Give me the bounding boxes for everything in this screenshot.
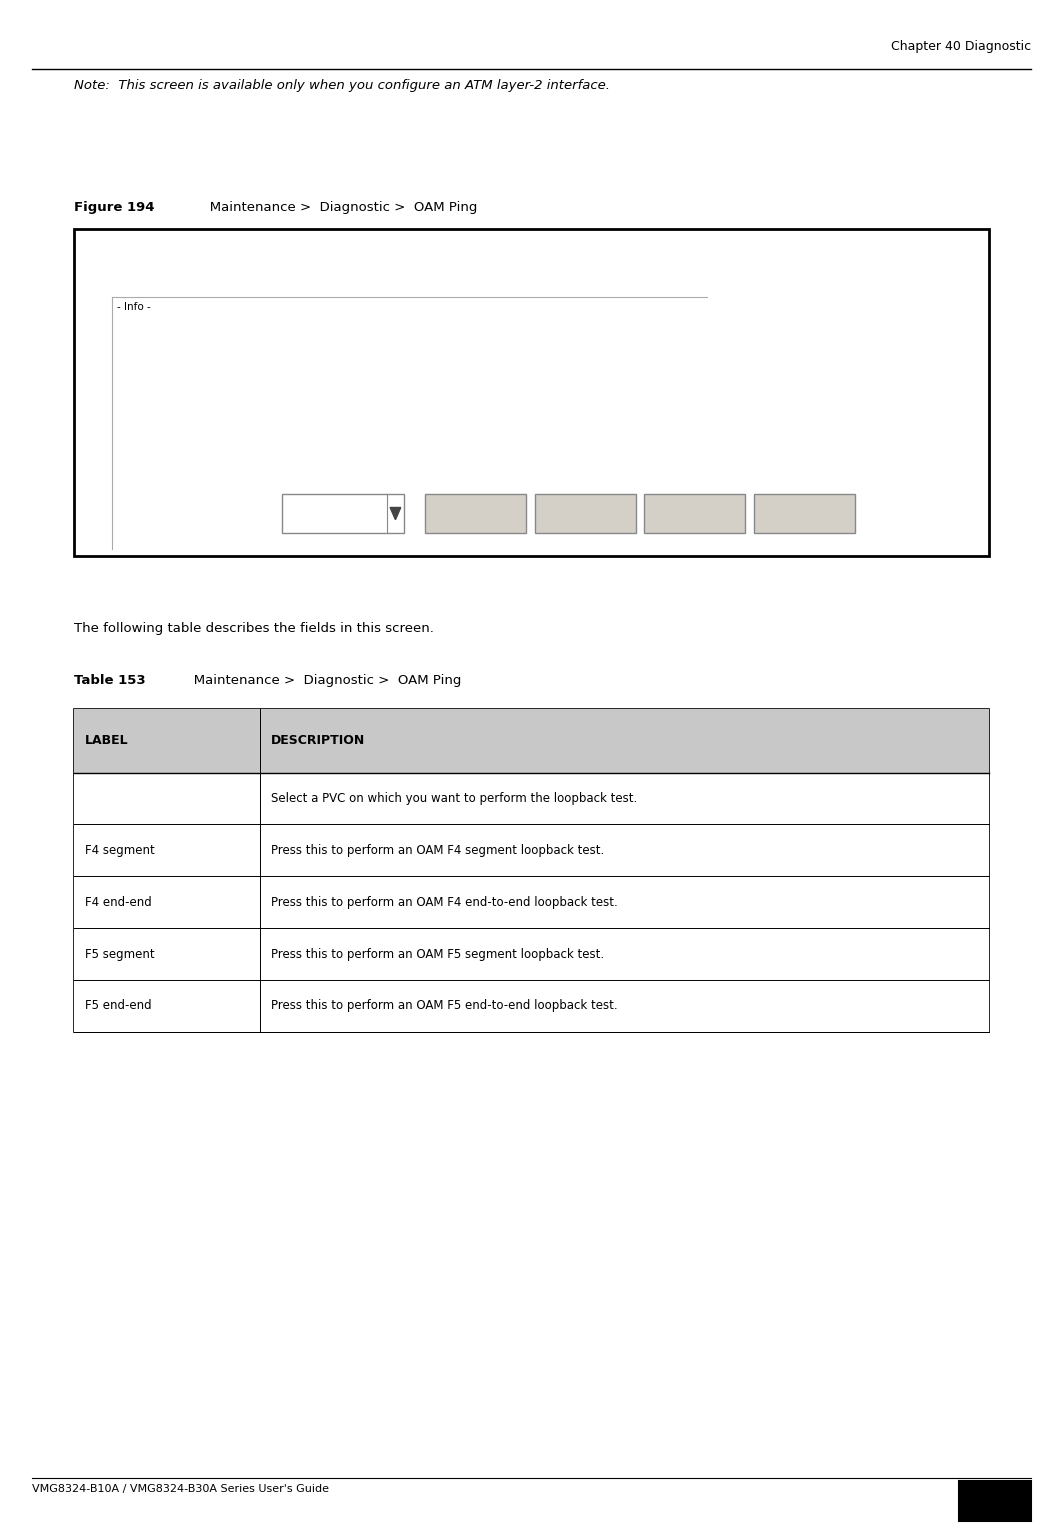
Bar: [754, 494, 855, 533]
Bar: [959, 1481, 1031, 1521]
Polygon shape: [390, 507, 401, 520]
Bar: [644, 494, 745, 533]
Text: VMG8324-B10A / VMG8324-B30A Series User's Guide: VMG8324-B10A / VMG8324-B30A Series User'…: [32, 1484, 328, 1495]
Text: Chapter 40 Diagnostic: Chapter 40 Diagnostic: [891, 40, 1031, 53]
Text: F4 segment: F4 segment: [445, 509, 506, 518]
Bar: [74, 709, 989, 773]
Text: Figure 194: Figure 194: [74, 201, 155, 215]
Bar: [74, 980, 989, 1032]
Text: VPI/VCI : 0/33: VPI/VCI : 0/33: [286, 509, 357, 518]
Text: The following table describes the fields in this screen.: The following table describes the fields…: [74, 622, 435, 636]
Bar: [74, 709, 989, 1032]
Text: DESCRIPTION: DESCRIPTION: [271, 735, 366, 747]
Bar: [74, 824, 989, 876]
Text: F5 segment: F5 segment: [664, 509, 725, 518]
Text: F4 end-end: F4 end-end: [556, 509, 614, 518]
Text: Press this to perform an OAM F4 segment loopback test.: Press this to perform an OAM F4 segment …: [271, 844, 604, 856]
Bar: [74, 876, 989, 928]
Bar: [282, 494, 404, 533]
Text: F4 end-end: F4 end-end: [85, 896, 152, 908]
Text: LABEL: LABEL: [85, 735, 129, 747]
Bar: [425, 494, 526, 533]
Text: 321: 321: [976, 1492, 1014, 1510]
Text: Maintenance >  Diagnostic >  OAM Ping: Maintenance > Diagnostic > OAM Ping: [197, 201, 477, 215]
Text: Select a PVC on which you want to perform the loopback test.: Select a PVC on which you want to perfor…: [271, 792, 638, 805]
Text: - Info -: - Info -: [117, 302, 151, 312]
Text: F5 end-end: F5 end-end: [775, 509, 833, 518]
Bar: [74, 928, 989, 980]
Text: Maintenance >  Diagnostic >  OAM Ping: Maintenance > Diagnostic > OAM Ping: [181, 674, 461, 687]
Text: F5 end-end: F5 end-end: [85, 1000, 152, 1012]
Text: Press this to perform an OAM F4 end-to-end loopback test.: Press this to perform an OAM F4 end-to-e…: [271, 896, 618, 908]
Bar: [74, 229, 989, 556]
Text: Note:  This screen is available only when you configure an ATM layer-2 interface: Note: This screen is available only when…: [74, 79, 610, 93]
Text: F4 segment: F4 segment: [85, 844, 155, 856]
Bar: [74, 773, 989, 824]
Text: Press this to perform an OAM F5 segment loopback test.: Press this to perform an OAM F5 segment …: [271, 948, 604, 960]
Bar: [535, 494, 636, 533]
Text: F5 segment: F5 segment: [85, 948, 154, 960]
Text: Table 153: Table 153: [74, 674, 146, 687]
Text: Press this to perform an OAM F5 end-to-end loopback test.: Press this to perform an OAM F5 end-to-e…: [271, 1000, 618, 1012]
